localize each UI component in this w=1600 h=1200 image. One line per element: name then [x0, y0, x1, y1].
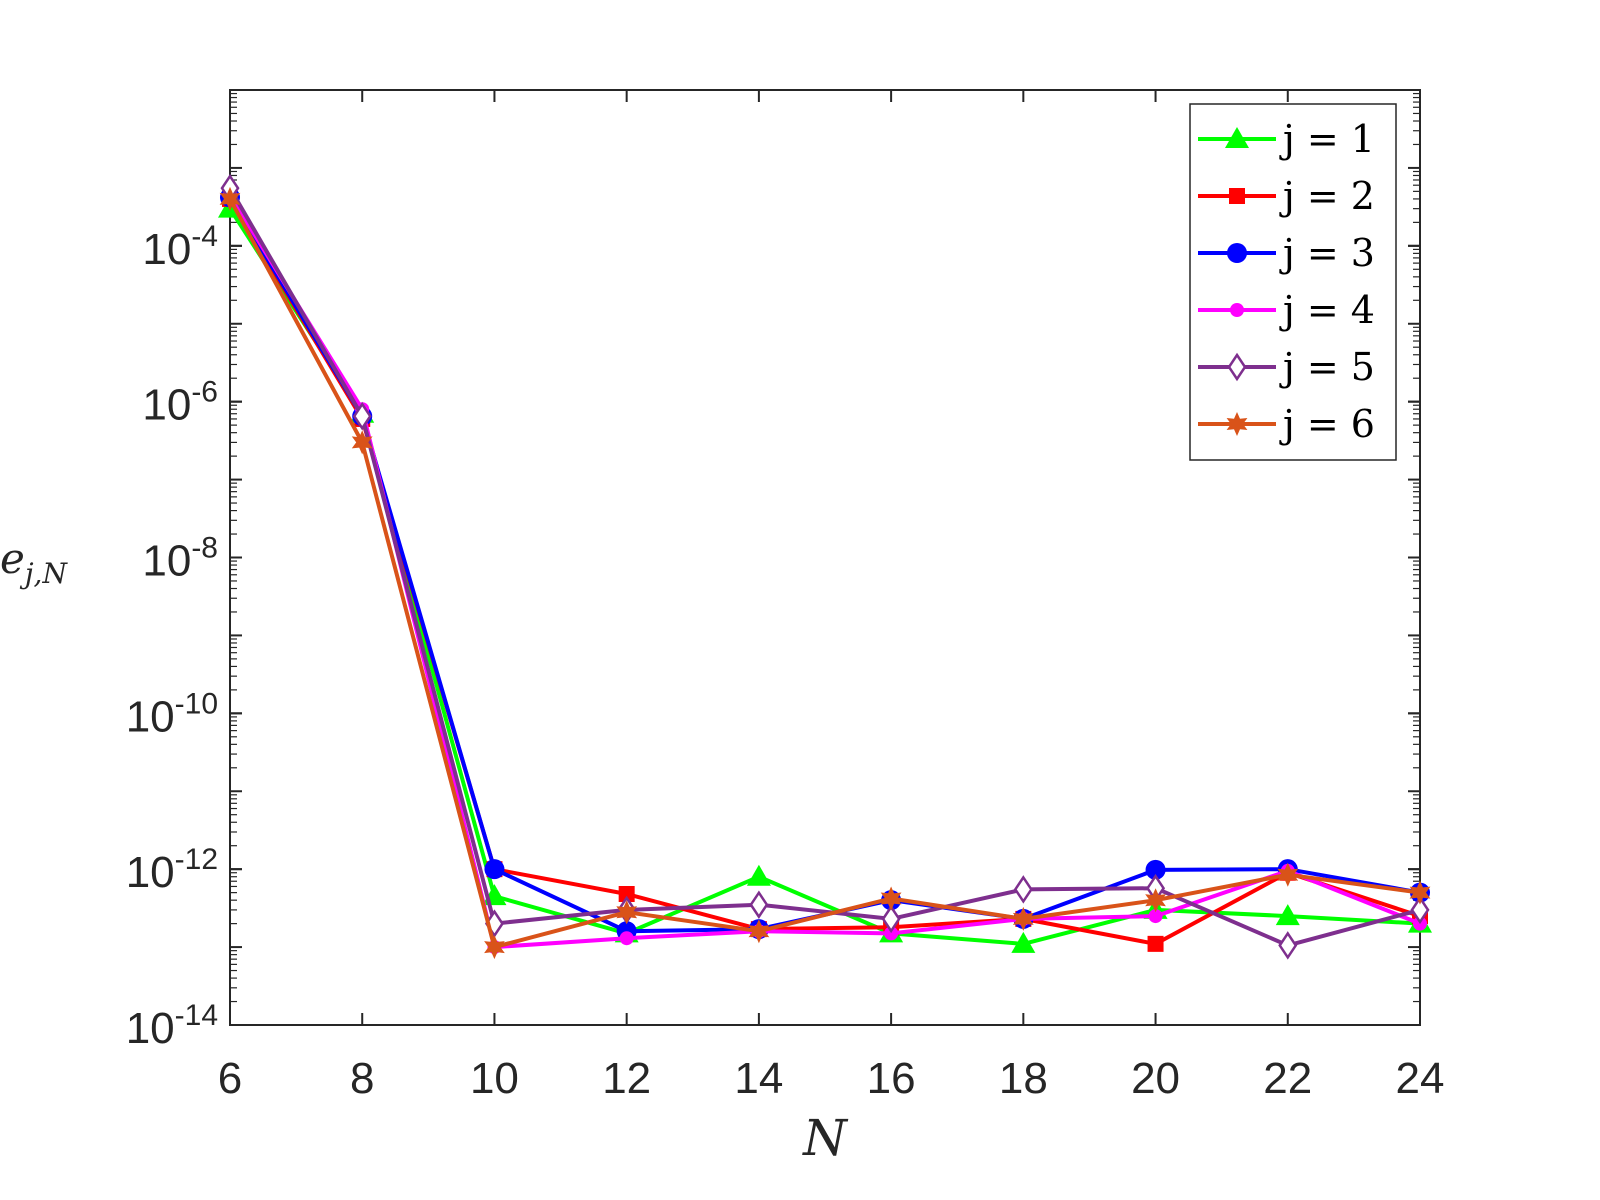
marker-diamond: [881, 904, 901, 934]
y-tick-label: 10-4: [142, 220, 218, 274]
marker-diamond: [1227, 352, 1247, 382]
legend-label: j = 1: [1279, 117, 1375, 161]
legend-label: j = 6: [1279, 402, 1375, 446]
legend-label: j = 5: [1279, 345, 1375, 389]
series-6: [219, 186, 1431, 960]
y-tick-exponent: -6: [191, 376, 218, 409]
x-tick-label: 14: [734, 1054, 783, 1103]
marker-dot: [1148, 909, 1163, 924]
x-tick-label: 24: [1396, 1054, 1445, 1103]
x-tick-label: 22: [1263, 1054, 1312, 1103]
marker-circle: [1145, 859, 1166, 880]
legend-label: j = 2: [1279, 174, 1375, 218]
x-tick-label: 20: [1131, 1054, 1180, 1103]
marker-dot: [619, 931, 634, 946]
y-tick-label: 10-6: [142, 376, 218, 430]
marker-star: [1409, 880, 1431, 905]
series-line: [228, 193, 1421, 950]
y-tick-exponent: -4: [191, 220, 218, 253]
series-line: [228, 187, 1421, 948]
y-tick-exponent: -14: [175, 999, 218, 1032]
marker-diamond: [352, 401, 372, 431]
marker-triangle: [1225, 127, 1249, 148]
marker-triangle: [1011, 931, 1036, 953]
marker-diamond: [1410, 895, 1430, 925]
y-axis-title-base: e: [0, 534, 25, 583]
marker-star: [748, 919, 770, 944]
marker-diamond: [749, 890, 769, 919]
marker-diamond: [1278, 931, 1298, 960]
y-tick-base: 10: [142, 381, 191, 430]
y-tick-label: 10-14: [126, 999, 218, 1053]
marker-dot: [884, 926, 899, 941]
y-tick-exponent: -8: [191, 532, 218, 565]
y-tick-exponent: -10: [175, 687, 218, 720]
y-tick-base: 10: [126, 1004, 175, 1053]
legend-box: [1189, 103, 1397, 461]
marker-star: [616, 900, 638, 925]
marker-square: [1147, 935, 1164, 952]
marker-star: [880, 886, 902, 911]
y-tick-base: 10: [142, 225, 191, 274]
legend-label: j = 3: [1279, 231, 1375, 275]
series-line: [228, 197, 1421, 950]
marker-dot: [1230, 303, 1244, 317]
series-layer: [218, 173, 1432, 960]
marker-square: [618, 886, 635, 903]
series-line: [228, 207, 1421, 946]
marker-star: [484, 935, 505, 960]
x-tick-label: 8: [350, 1054, 374, 1103]
marker-star: [1012, 906, 1034, 931]
y-tick-label: 10-10: [126, 687, 218, 741]
y-tick-base: 10: [126, 692, 175, 741]
x-tick-label: 16: [867, 1054, 916, 1103]
legend-item: j = 3: [1198, 231, 1375, 275]
y-axis-title-sub: j,N: [19, 557, 69, 590]
y-tick-exponent: -12: [175, 843, 218, 876]
legend-item: j = 5: [1198, 345, 1375, 389]
marker-star: [1277, 862, 1299, 887]
x-tick-label: 12: [602, 1054, 651, 1103]
y-tick-base: 10: [126, 848, 175, 897]
legend: j = 1 j = 2 j = 3 j = 4 j = 5 j = 6: [1189, 103, 1397, 461]
legend-label: j = 4: [1279, 288, 1375, 332]
marker-star: [1145, 888, 1166, 913]
marker-star: [351, 430, 373, 455]
legend-item: j = 2: [1198, 174, 1375, 218]
y-axis-title: ej,N: [0, 534, 68, 590]
x-axis-title: N: [802, 1109, 849, 1167]
legend-item: j = 6: [1198, 402, 1375, 446]
x-tick-label: 10: [470, 1054, 519, 1103]
x-axis: 6 8 10 12 14 16 18 20 22 24: [218, 90, 1445, 1103]
y-tick-label: 10-8: [142, 532, 218, 586]
legend-item: j = 1: [1198, 117, 1375, 161]
y-tick-label: 10-12: [126, 843, 218, 897]
marker-diamond: [1013, 875, 1033, 904]
marker-star: [219, 186, 241, 211]
x-tick-label: 18: [999, 1054, 1048, 1103]
marker-triangle: [1275, 904, 1300, 926]
marker-square: [1229, 188, 1245, 204]
marker-circle: [484, 859, 505, 880]
marker-circle: [1227, 243, 1247, 263]
legend-item: j = 4: [1198, 288, 1375, 332]
marker-star: [1226, 412, 1248, 436]
y-tick-base: 10: [142, 537, 191, 586]
x-tick-label: 6: [218, 1054, 242, 1103]
marker-triangle: [746, 864, 771, 886]
